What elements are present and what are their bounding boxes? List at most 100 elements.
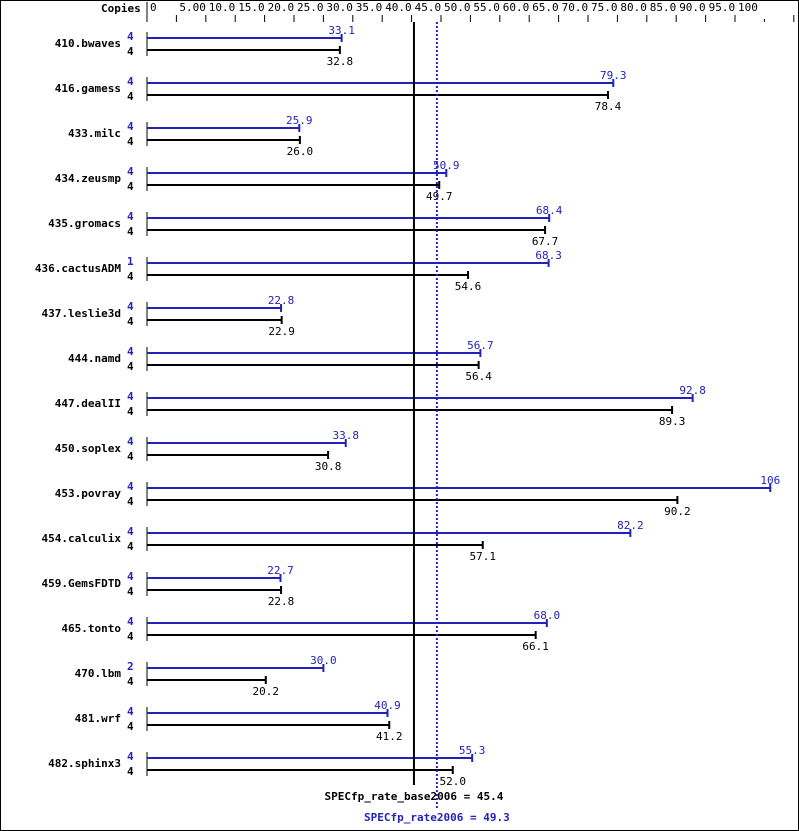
peak-copies: 4	[127, 75, 134, 88]
benchmark-row: 433.milc 4 4 25.9 26.0	[68, 114, 313, 158]
base-copies: 4	[127, 630, 134, 643]
base-copies: 4	[127, 180, 134, 193]
peak-value-label: 22.7	[267, 564, 294, 577]
benchmark-label: 434.zeusmp	[55, 172, 122, 185]
benchmark-label: 437.leslie3d	[42, 307, 121, 320]
base-value-label: 49.7	[426, 190, 453, 203]
copies-header: Copies	[101, 2, 141, 15]
base-copies: 4	[127, 585, 134, 598]
benchmark-label: 436.cactusADM	[35, 262, 121, 275]
benchmark-label: 416.gamess	[55, 82, 121, 95]
benchmark-row: 410.bwaves 4 4 33.1 32.8	[55, 24, 355, 68]
tick-label: 70.0	[562, 1, 589, 14]
peak-value-label: 68.4	[536, 204, 563, 217]
peak-value-label: 68.0	[534, 609, 561, 622]
tick-label: 40.0	[385, 1, 412, 14]
benchmark-row: 435.gromacs 4 4 68.4 67.7	[48, 204, 563, 248]
benchmark-label: 470.lbm	[75, 667, 122, 680]
peak-value-label: 55.3	[459, 744, 486, 757]
peak-copies: 2	[127, 660, 134, 673]
benchmark-label: 453.povray	[55, 487, 122, 500]
peak-copies: 4	[127, 345, 134, 358]
peak-copies: 4	[127, 30, 134, 43]
benchmark-label: 444.namd	[68, 352, 121, 365]
peak-value-label: 79.3	[600, 69, 627, 82]
tick-label: 80.0	[620, 1, 647, 14]
tick-label: 0	[150, 1, 157, 14]
tick-label: 60.0	[503, 1, 530, 14]
base-value-label: 22.8	[268, 595, 295, 608]
base-value-label: 30.8	[315, 460, 342, 473]
peak-copies: 4	[127, 210, 134, 223]
base-reference-label: SPECfp_rate_base2006 = 45.4	[325, 790, 504, 803]
peak-value-label: 68.3	[535, 249, 562, 262]
peak-copies: 4	[127, 435, 134, 448]
peak-value-label: 106	[760, 474, 780, 487]
peak-value-label: 92.8	[679, 384, 706, 397]
tick-label: 15.0	[238, 1, 265, 14]
benchmark-row: 450.soplex 4 4 33.8 30.8	[55, 429, 359, 473]
tick-label: 75.0	[591, 1, 618, 14]
tick-label: 90.0	[679, 1, 706, 14]
base-value-label: 32.8	[327, 55, 354, 68]
tick-label: 65.0	[532, 1, 559, 14]
base-copies: 4	[127, 135, 134, 148]
benchmark-row: 482.sphinx3 4 4 55.3 52.0	[48, 744, 485, 788]
base-value-label: 26.0	[287, 145, 314, 158]
peak-copies: 4	[127, 750, 134, 763]
tick-label: 85.0	[650, 1, 677, 14]
peak-copies: 4	[127, 300, 134, 313]
benchmark-label: 482.sphinx3	[48, 757, 121, 770]
benchmark-label: 433.milc	[68, 127, 121, 140]
benchmark-label: 454.calculix	[42, 532, 122, 545]
base-copies: 4	[127, 495, 134, 508]
peak-value-label: 56.7	[467, 339, 494, 352]
base-value-label: 66.1	[522, 640, 549, 653]
tick-label: 35.0	[356, 1, 383, 14]
base-value-label: 56.4	[465, 370, 492, 383]
base-value-label: 67.7	[532, 235, 559, 248]
peak-reference-label: SPECfp_rate2006 = 49.3	[364, 811, 510, 824]
peak-copies: 1	[127, 255, 134, 268]
peak-value-label: 33.8	[332, 429, 359, 442]
peak-value-label: 30.0	[310, 654, 337, 667]
peak-copies: 4	[127, 615, 134, 628]
tick-label: 95.0	[709, 1, 736, 14]
base-copies: 4	[127, 450, 134, 463]
base-value-label: 89.3	[659, 415, 686, 428]
peak-value-label: 82.2	[617, 519, 644, 532]
base-copies: 4	[127, 225, 134, 238]
base-value-label: 78.4	[595, 100, 622, 113]
tick-label: 20.0	[268, 1, 295, 14]
base-copies: 4	[127, 675, 134, 688]
benchmark-row: 453.povray 4 4 106 90.2	[55, 474, 780, 518]
tick-label: 25.0	[297, 1, 324, 14]
base-copies: 4	[127, 315, 134, 328]
base-value-label: 52.0	[440, 775, 467, 788]
peak-copies: 4	[127, 165, 134, 178]
base-copies: 4	[127, 45, 134, 58]
base-value-label: 54.6	[455, 280, 482, 293]
tick-label: 45.0	[415, 1, 442, 14]
peak-value-label: 22.8	[268, 294, 295, 307]
benchmark-label: 447.dealII	[55, 397, 121, 410]
base-value-label: 90.2	[664, 505, 691, 518]
benchmark-row: 454.calculix 4 4 82.2 57.1	[42, 519, 644, 563]
benchmark-label: 481.wrf	[75, 712, 121, 725]
peak-value-label: 50.9	[433, 159, 460, 172]
peak-value-label: 33.1	[328, 24, 355, 37]
benchmark-row: 481.wrf 4 4 40.9 41.2	[75, 699, 403, 743]
base-value-label: 41.2	[376, 730, 403, 743]
base-copies: 4	[127, 720, 134, 733]
peak-value-label: 25.9	[286, 114, 313, 127]
tick-label: 100	[738, 1, 758, 14]
tick-label: 55.0	[473, 1, 500, 14]
base-copies: 4	[127, 360, 134, 373]
tick-label: 110	[797, 1, 799, 14]
base-copies: 4	[127, 765, 134, 778]
benchmark-row: 459.GemsFDTD 4 4 22.7 22.8	[42, 564, 295, 608]
tick-label: 30.0	[326, 1, 353, 14]
benchmark-row: 447.dealII 4 4 92.8 89.3	[55, 384, 706, 428]
base-value-label: 57.1	[469, 550, 496, 563]
